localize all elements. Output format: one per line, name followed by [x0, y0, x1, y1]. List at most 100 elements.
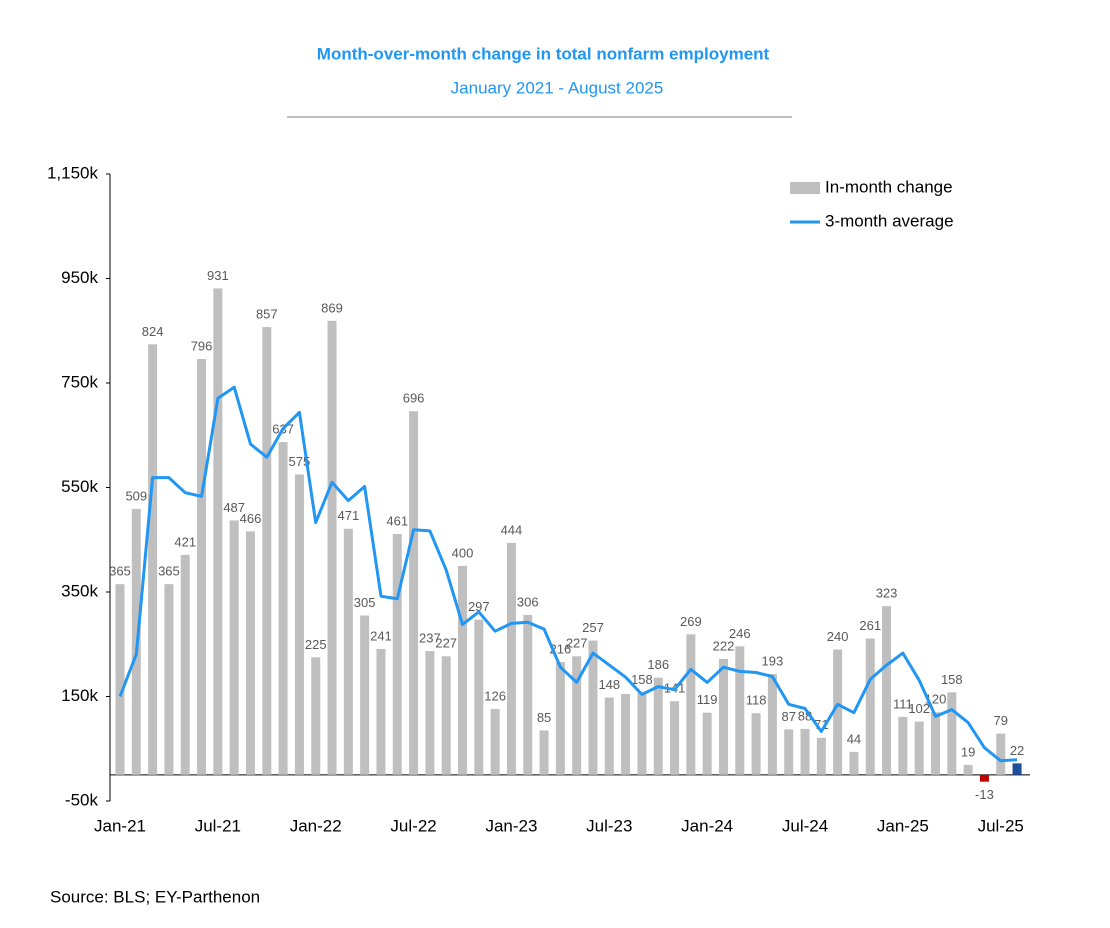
x-tick-label: Jul-25 [978, 816, 1024, 835]
bar [392, 534, 402, 775]
bar [327, 320, 337, 775]
data-label: -13 [975, 787, 994, 802]
data-label: 257 [582, 620, 604, 635]
data-label: 297 [468, 599, 490, 614]
data-label: 466 [240, 511, 262, 526]
bar [245, 531, 255, 775]
bar [816, 737, 826, 775]
bar [621, 693, 631, 775]
bar [914, 721, 924, 775]
bar [800, 728, 810, 775]
data-label: 227 [435, 636, 457, 651]
data-label: 305 [354, 595, 376, 610]
chart-title: Month-over-month change in total nonfarm… [317, 44, 770, 63]
bar [539, 730, 549, 775]
data-label: 824 [142, 324, 164, 339]
legend-label: 3-month average [825, 211, 954, 230]
data-label: 111 [893, 696, 913, 711]
bar [702, 712, 712, 775]
x-tick-label: Jan-25 [877, 816, 929, 835]
bar [213, 288, 223, 775]
bar [865, 638, 875, 775]
bar [849, 751, 859, 775]
bar [555, 662, 565, 775]
data-label: 323 [876, 586, 898, 601]
bar [588, 640, 598, 775]
x-tick-label: Jan-23 [485, 816, 537, 835]
bar [262, 327, 272, 775]
y-tick-label: 1,150k [47, 163, 99, 182]
bar [735, 646, 745, 775]
bar [751, 713, 761, 775]
bar [278, 442, 288, 775]
bar [670, 701, 680, 775]
bar [343, 528, 353, 775]
data-label: 246 [729, 626, 751, 641]
bar [409, 411, 419, 775]
data-label: 237 [419, 630, 441, 645]
data-label: 857 [256, 307, 278, 322]
bar [604, 697, 614, 775]
bar [180, 554, 190, 775]
data-label: 225 [305, 637, 327, 652]
y-tick-label: 150k [61, 686, 98, 705]
bar [898, 716, 908, 775]
y-tick-label: -50k [65, 790, 99, 809]
legend-label: In-month change [825, 177, 953, 196]
data-label: 696 [403, 391, 425, 406]
data-label: 222 [713, 638, 735, 653]
line [118, 385, 1018, 763]
data-label: 44 [847, 731, 861, 746]
data-label: 365 [109, 564, 131, 579]
data-label: 148 [598, 677, 620, 692]
data-label: 158 [631, 672, 653, 687]
data-label: 19 [961, 744, 975, 759]
bar [833, 649, 843, 775]
bar [653, 677, 663, 775]
bar [376, 648, 386, 775]
bar [979, 774, 989, 782]
data-label: 227 [566, 636, 588, 651]
bar [474, 619, 484, 775]
bar [229, 520, 239, 775]
bar [441, 656, 451, 775]
bar [164, 584, 174, 775]
bar [637, 692, 647, 775]
x-tick-label: Jul-24 [782, 816, 828, 835]
data-label: 269 [680, 614, 702, 629]
bar [784, 729, 794, 775]
data-label: 186 [647, 657, 669, 672]
y-tick-label: 950k [61, 268, 98, 287]
bar [360, 615, 370, 775]
bar [1012, 763, 1022, 775]
data-label: 400 [452, 545, 474, 560]
x-tick-label: Jan-21 [94, 816, 146, 835]
bar [572, 656, 582, 775]
bar [506, 542, 516, 775]
data-label: 471 [337, 508, 359, 523]
data-label: 444 [501, 522, 523, 537]
bar [197, 358, 207, 775]
chart-subtitle: January 2021 - August 2025 [451, 78, 664, 97]
data-label: 241 [370, 628, 392, 643]
data-label: 306 [517, 594, 539, 609]
data-label: 79 [994, 713, 1008, 728]
data-label: 87 [781, 709, 795, 724]
data-label: 931 [207, 268, 229, 283]
data-label: 796 [191, 338, 213, 353]
y-tick-label: 350k [61, 581, 98, 600]
bar [148, 344, 158, 775]
data-label: 22 [1010, 743, 1024, 758]
x-tick-label: Jul-22 [390, 816, 436, 835]
bar [311, 657, 321, 775]
data-label: 461 [386, 513, 408, 528]
x-tick-label: Jul-21 [195, 816, 241, 835]
y-tick-label: 550k [61, 477, 98, 496]
legend-swatch [790, 182, 820, 194]
bar [947, 692, 957, 775]
data-label: 421 [174, 534, 196, 549]
bar [458, 565, 468, 775]
data-label: 365 [158, 564, 180, 579]
data-label: 85 [537, 710, 551, 725]
